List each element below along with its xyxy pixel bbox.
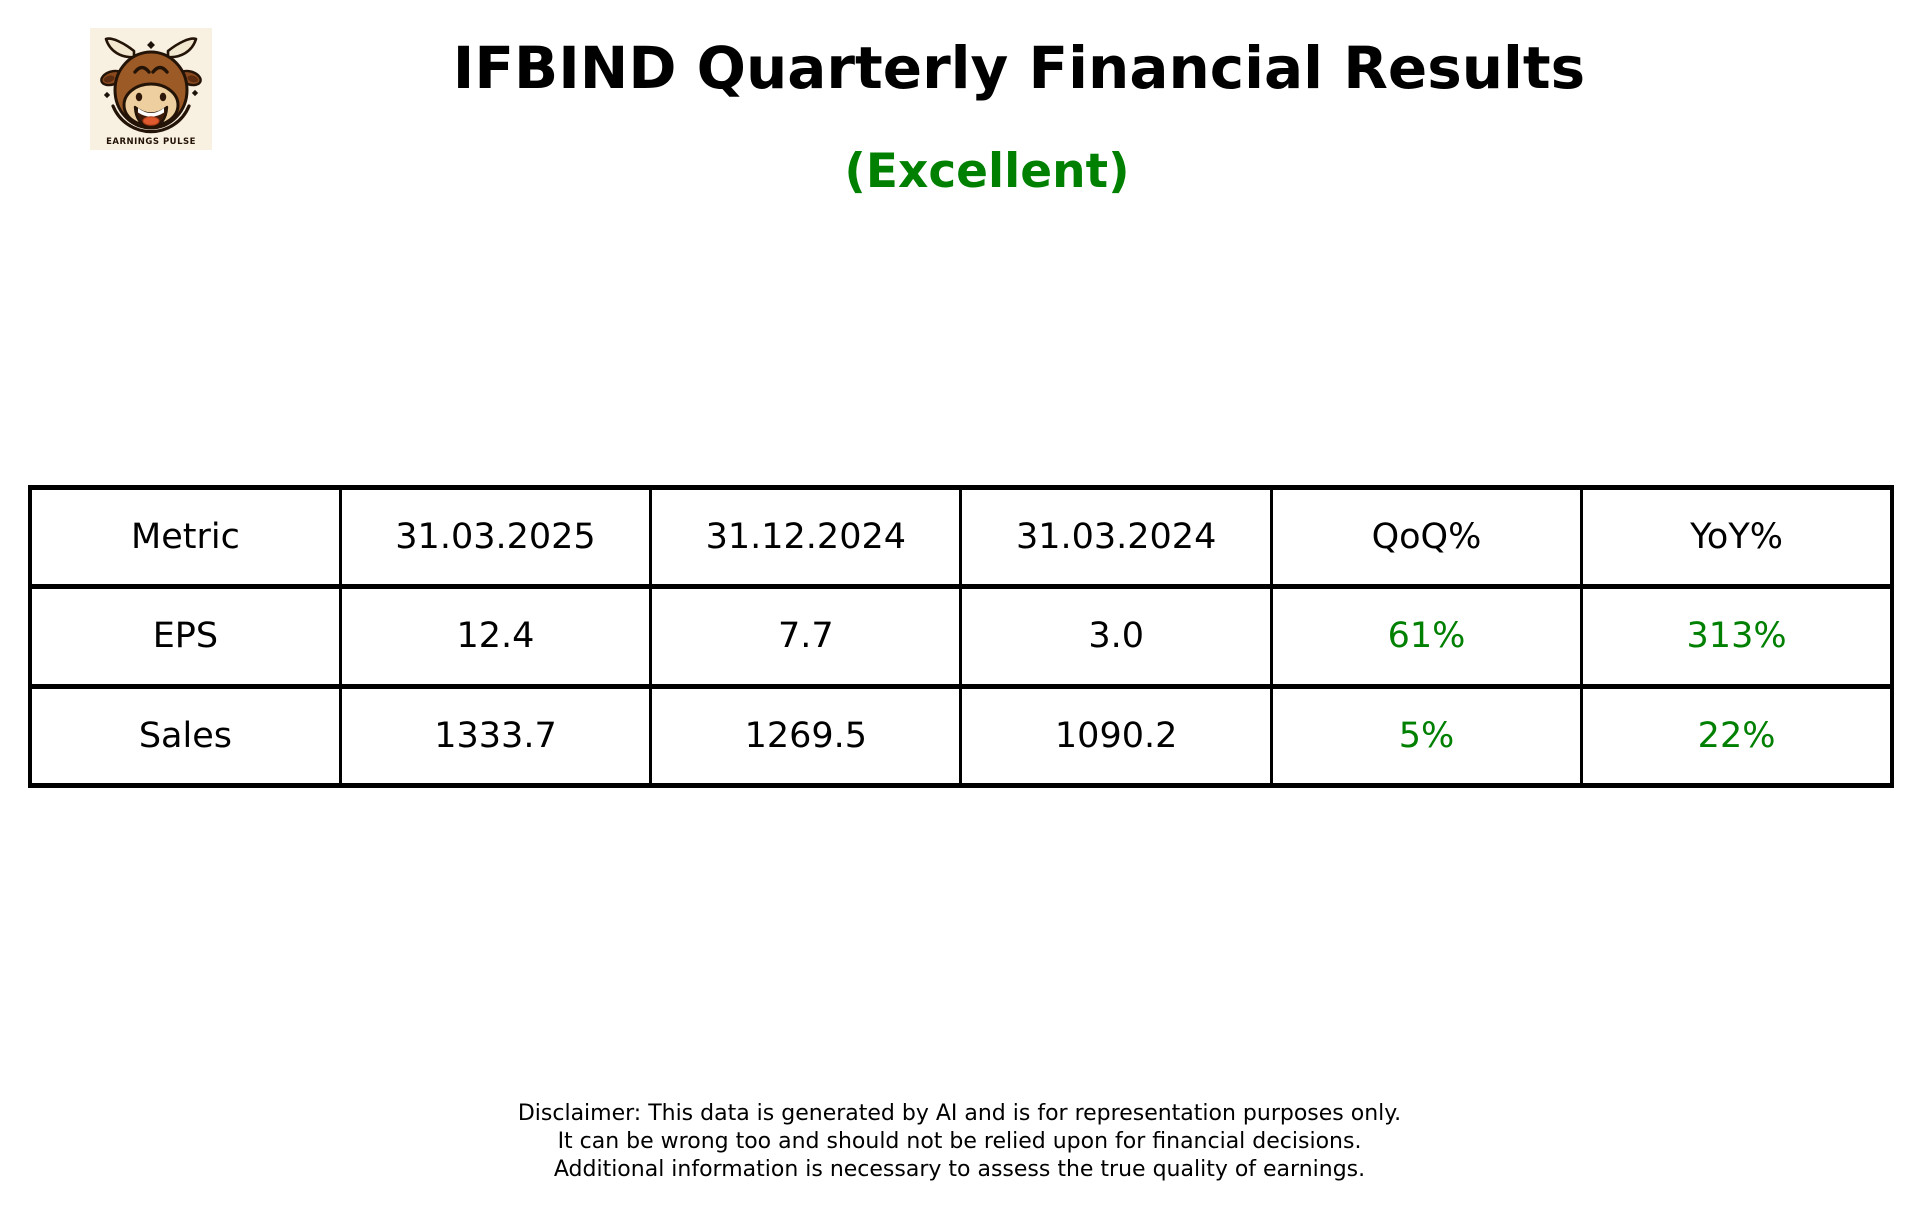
bull-logo-icon: EARNINGS PULSE: [90, 28, 212, 150]
sparkle-icon: [103, 91, 111, 99]
bull-nostril-right: [159, 92, 167, 102]
eps-yearago: 3.0: [959, 584, 1273, 689]
sales-qoq: 5%: [1269, 683, 1584, 789]
bull-neck-outline: [111, 104, 191, 134]
page-title: IFBIND Quarterly Financial Results: [452, 34, 1586, 102]
sparkle-icon: [191, 89, 199, 97]
metric-label: Sales: [28, 683, 342, 789]
bull-horn-left: [104, 37, 136, 59]
disclaimer-line-2: It can be wrong too and should not be re…: [557, 1129, 1362, 1154]
eps-previous: 7.7: [649, 584, 963, 689]
eps-current: 12.4: [338, 584, 653, 689]
column-header-q-previous: 31.12.2024: [649, 484, 963, 590]
column-header-qoq: QoQ%: [1269, 484, 1584, 590]
column-header-metric: Metric: [28, 484, 342, 590]
disclaimer: Disclaimer: This data is generated by AI…: [0, 1100, 1919, 1184]
column-header-yoy: YoY%: [1580, 484, 1894, 590]
metric-label: EPS: [28, 584, 342, 689]
table-header-row: Metric 31.03.2025 31.12.2024 31.03.2024 …: [28, 484, 1894, 590]
bull-tongue: [142, 116, 160, 126]
column-header-q-yearago: 31.03.2024: [959, 484, 1273, 590]
disclaimer-line-1: Disclaimer: This data is generated by AI…: [517, 1101, 1402, 1126]
sales-yearago: 1090.2: [959, 683, 1273, 789]
eps-qoq: 61%: [1269, 584, 1584, 689]
bull-eye-left: [133, 65, 151, 74]
logo-caption: EARNINGS PULSE: [106, 137, 196, 147]
table-row-eps: EPS 12.4 7.7 3.0 61% 313%: [28, 584, 1894, 689]
earnings-pulse-logo: EARNINGS PULSE: [90, 28, 212, 150]
bull-horn-right: [166, 37, 198, 59]
bull-teeth: [138, 108, 164, 117]
column-header-q-current: 31.03.2025: [338, 484, 653, 590]
sales-current: 1333.7: [338, 683, 653, 789]
financial-results-table: Metric 31.03.2025 31.12.2024 31.03.2024 …: [28, 484, 1894, 789]
eps-yoy: 313%: [1580, 584, 1894, 689]
sales-previous: 1269.5: [649, 683, 963, 789]
disclaimer-line-3: Additional information is necessary to a…: [553, 1157, 1366, 1182]
bull-eye-right: [151, 65, 169, 74]
verdict-badge: (Excellent): [844, 144, 1130, 199]
sales-yoy: 22%: [1580, 683, 1894, 789]
table-row-sales: Sales 1333.7 1269.5 1090.2 5% 22%: [28, 683, 1894, 789]
bull-nostril-left: [135, 92, 143, 102]
